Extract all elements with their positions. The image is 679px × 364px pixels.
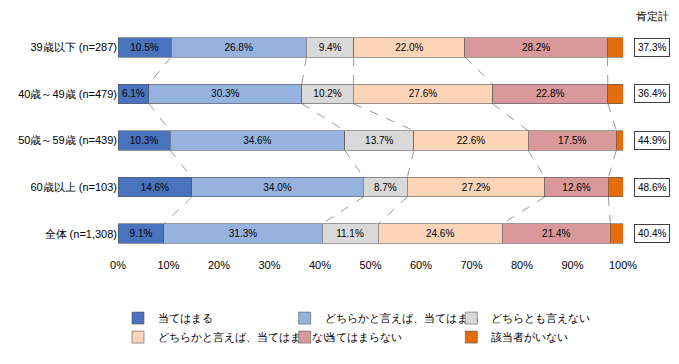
- svg-text:50歳～59歳 (n=439): 50歳～59歳 (n=439): [18, 134, 117, 146]
- svg-text:48.6%: 48.6%: [638, 182, 666, 193]
- svg-text:どちらかと言えば、当てはまらない: どちらかと言えば、当てはまらない: [158, 331, 334, 343]
- svg-text:該当者がいない: 該当者がいない: [491, 331, 568, 343]
- svg-text:60歳以上 (n=103): 60歳以上 (n=103): [30, 181, 117, 193]
- svg-text:44.9%: 44.9%: [638, 135, 666, 146]
- svg-text:39歳以下 (n=287): 39歳以下 (n=287): [30, 41, 117, 53]
- svg-text:24.6%: 24.6%: [426, 228, 454, 239]
- svg-text:40%: 40%: [309, 259, 331, 271]
- svg-text:11.1%: 11.1%: [336, 228, 364, 239]
- svg-text:10.3%: 10.3%: [130, 135, 158, 146]
- svg-text:80%: 80%: [511, 259, 533, 271]
- svg-text:31.3%: 31.3%: [229, 228, 257, 239]
- svg-text:22.0%: 22.0%: [395, 42, 423, 53]
- svg-text:50%: 50%: [359, 259, 381, 271]
- svg-text:40歳～49歳 (n=479): 40歳～49歳 (n=479): [18, 88, 117, 100]
- svg-text:22.8%: 22.8%: [536, 88, 564, 99]
- svg-text:全体 (n=1,308): 全体 (n=1,308): [45, 228, 117, 240]
- svg-text:28.2%: 28.2%: [522, 42, 550, 53]
- svg-text:27.6%: 27.6%: [409, 88, 437, 99]
- svg-text:34.0%: 34.0%: [263, 182, 291, 193]
- svg-text:30.3%: 30.3%: [211, 88, 239, 99]
- svg-text:26.8%: 26.8%: [224, 42, 252, 53]
- svg-text:どちらかと言えば、当てはまる: どちらかと言えば、当てはまる: [325, 312, 479, 324]
- svg-text:17.5%: 17.5%: [558, 135, 586, 146]
- svg-text:肯定計: 肯定計: [636, 10, 669, 22]
- svg-text:27.2%: 27.2%: [462, 182, 490, 193]
- svg-text:60%: 60%: [410, 259, 432, 271]
- svg-text:6.1%: 6.1%: [122, 88, 145, 99]
- svg-text:当てはまる: 当てはまる: [158, 312, 213, 324]
- svg-text:37.3%: 37.3%: [638, 42, 666, 53]
- svg-text:当てはまらない: 当てはまらない: [325, 331, 402, 343]
- svg-text:90%: 90%: [561, 259, 583, 271]
- svg-text:9.1%: 9.1%: [130, 228, 153, 239]
- svg-text:12.6%: 12.6%: [562, 182, 590, 193]
- svg-text:8.7%: 8.7%: [374, 182, 397, 193]
- svg-text:22.6%: 22.6%: [457, 135, 485, 146]
- svg-text:どちらとも言えない: どちらとも言えない: [491, 312, 590, 324]
- svg-text:10.2%: 10.2%: [313, 88, 341, 99]
- svg-text:13.7%: 13.7%: [365, 135, 393, 146]
- svg-text:10.5%: 10.5%: [130, 42, 158, 53]
- svg-text:14.6%: 14.6%: [141, 182, 169, 193]
- svg-text:36.4%: 36.4%: [638, 88, 666, 99]
- svg-text:10%: 10%: [157, 259, 179, 271]
- svg-text:100%: 100%: [609, 259, 637, 271]
- svg-text:30%: 30%: [258, 259, 280, 271]
- svg-text:9.4%: 9.4%: [319, 42, 342, 53]
- svg-text:34.6%: 34.6%: [243, 135, 271, 146]
- svg-text:20%: 20%: [208, 259, 230, 271]
- svg-text:40.4%: 40.4%: [638, 228, 666, 239]
- svg-text:70%: 70%: [460, 259, 482, 271]
- svg-text:0%: 0%: [110, 259, 126, 271]
- svg-text:21.4%: 21.4%: [542, 228, 570, 239]
